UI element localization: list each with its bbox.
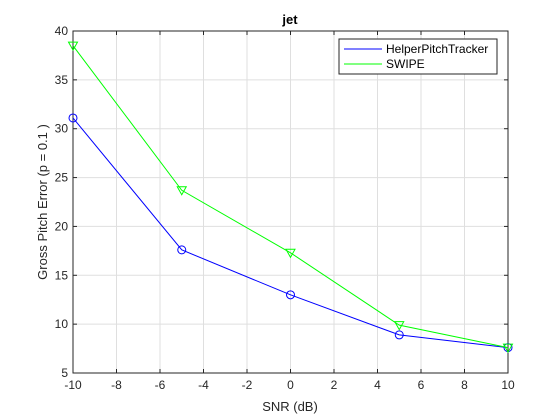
data-series xyxy=(67,41,514,354)
x-tick-label: 10 xyxy=(501,378,515,392)
x-tick-label: 4 xyxy=(374,378,381,392)
legend-label-helperpitchtracker: HelperPitchTracker xyxy=(386,42,488,56)
x-tick-label: -2 xyxy=(242,378,253,392)
data-point-swipe xyxy=(393,321,405,331)
data-point-helperpitchtracker xyxy=(177,245,187,255)
series-line-helperpitchtracker xyxy=(72,117,509,349)
x-tick-label: -10 xyxy=(64,378,82,392)
data-point-helperpitchtracker xyxy=(68,113,78,123)
x-axis-label: SNR (dB) xyxy=(262,399,318,414)
data-point-swipe xyxy=(67,41,79,52)
x-tick-label: 8 xyxy=(461,378,468,392)
data-point-swipe xyxy=(502,343,514,354)
data-point-helperpitchtracker xyxy=(286,290,295,300)
legend-box xyxy=(338,38,498,75)
x-tick-label: -8 xyxy=(111,378,122,392)
y-axis-label: Gross Pitch Error (p = 0.1 ) xyxy=(35,124,50,280)
series-line-swipe xyxy=(72,45,509,349)
y-tick-label: 30 xyxy=(55,122,69,136)
x-tick-label: -4 xyxy=(198,378,209,392)
y-tick-label: 10 xyxy=(55,317,69,331)
y-tick-label: 40 xyxy=(55,24,69,38)
y-tick-label: 15 xyxy=(55,268,69,282)
chart-title: jet xyxy=(281,12,298,27)
x-tick-label: 0 xyxy=(287,378,294,392)
y-tick-label: 25 xyxy=(55,171,69,185)
grid xyxy=(72,30,509,374)
data-point-swipe xyxy=(176,186,188,196)
axis-ticks: -10 -8 -6 -4 -2 0 2 4 6 8 10 5 10 15 20 25 30 35 40 xyxy=(55,24,515,392)
data-point-helperpitchtracker xyxy=(394,330,404,340)
legend-label-swipe: SWIPE xyxy=(386,57,425,71)
legend: HelperPitchTracker SWIPE xyxy=(338,38,498,75)
data-point-swipe xyxy=(285,248,296,259)
x-tick-label: 2 xyxy=(331,378,338,392)
y-tick-label: 20 xyxy=(55,219,69,233)
x-tick-label: -6 xyxy=(155,378,166,392)
y-tick-label: 5 xyxy=(61,366,68,380)
y-tick-label: 35 xyxy=(55,73,69,87)
x-tick-label: 6 xyxy=(418,378,425,392)
